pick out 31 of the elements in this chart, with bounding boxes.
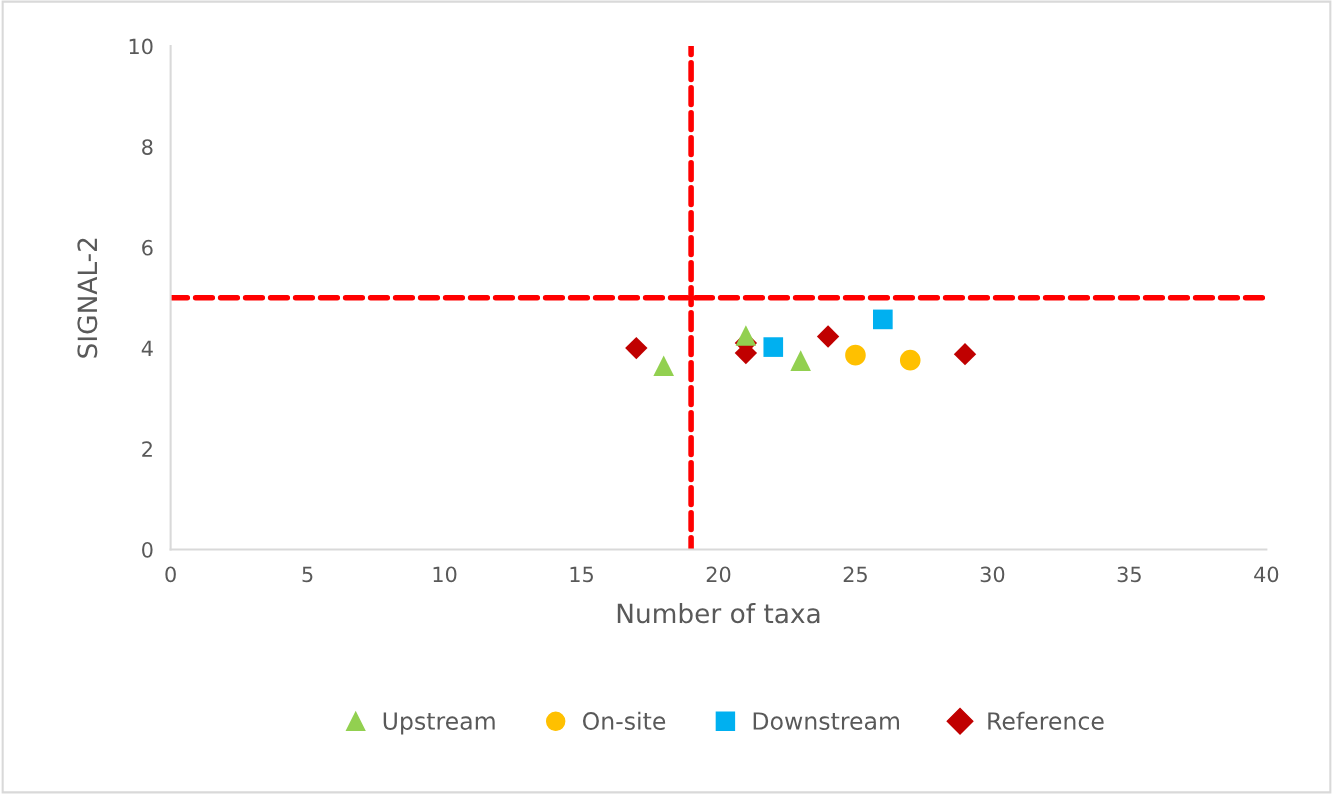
legend-label: On-site xyxy=(582,711,666,730)
y-axis-title: SIGNAL-2 xyxy=(77,238,98,358)
point xyxy=(735,325,757,346)
y-tick-label: 0 xyxy=(142,541,153,558)
x-tick-label: 35 xyxy=(1117,566,1141,583)
x-tick-label: 20 xyxy=(706,566,731,583)
point xyxy=(899,349,921,371)
point xyxy=(845,344,866,366)
x-tick-label: 10 xyxy=(433,566,457,583)
point xyxy=(653,355,674,377)
y-tick-label: 2 xyxy=(142,441,152,457)
point xyxy=(790,350,811,371)
x-axis-title: Number of taxa xyxy=(617,602,820,624)
legend-label: Upstream xyxy=(383,712,495,735)
y-tick-label: 8 xyxy=(142,139,153,155)
x-tick-label: 30 xyxy=(980,566,1005,583)
point xyxy=(625,336,648,360)
point xyxy=(763,337,784,357)
y-tick-label: 6 xyxy=(142,239,153,256)
x-tick-label: 40 xyxy=(1254,566,1279,583)
x-tick-label: 15 xyxy=(570,566,593,583)
point xyxy=(953,342,977,366)
x-tick-label: 0 xyxy=(165,566,176,583)
legend-label: Downstream xyxy=(753,712,899,730)
legend-label: Reference xyxy=(988,711,1104,730)
point xyxy=(873,309,893,330)
point xyxy=(816,325,840,348)
x-tick-label: 25 xyxy=(843,566,867,583)
x-tick-label: 5 xyxy=(302,566,313,583)
y-tick-label: 10 xyxy=(129,38,153,55)
y-tick-label: 4 xyxy=(141,340,153,356)
